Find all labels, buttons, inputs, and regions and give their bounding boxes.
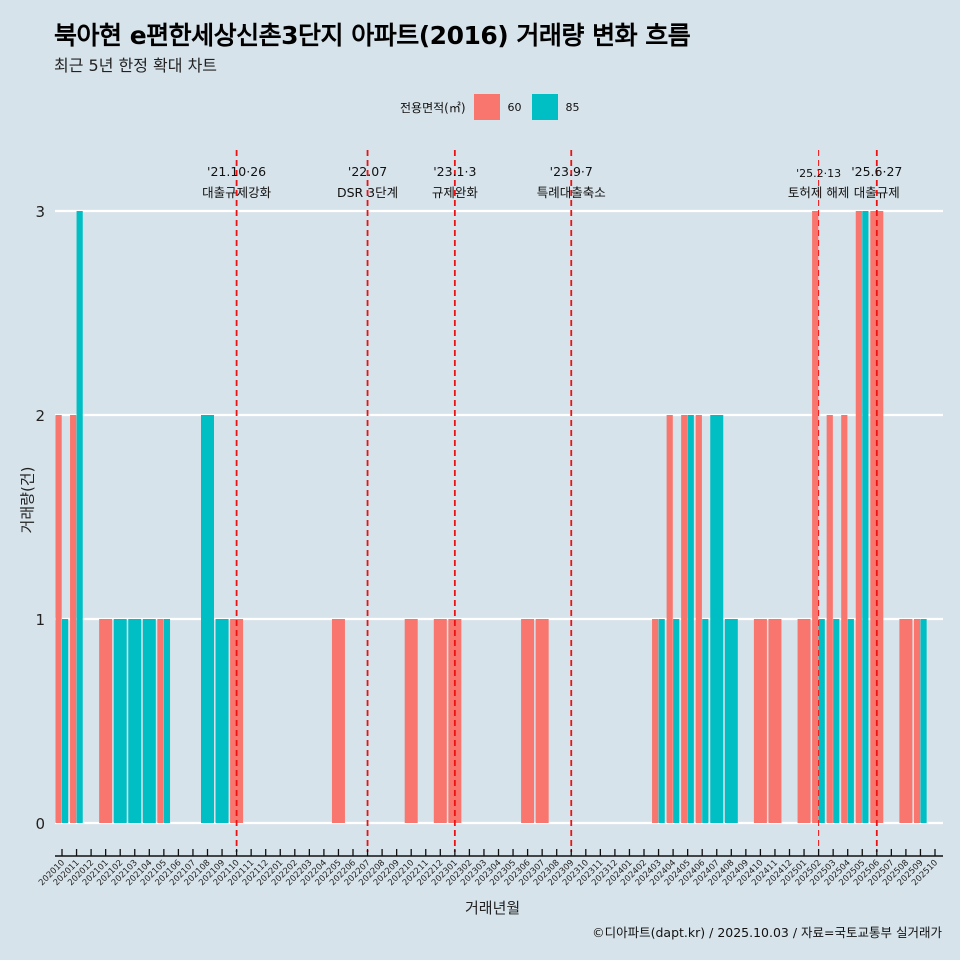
- bar-60-202411: [768, 619, 782, 823]
- bar-60-202509: [913, 619, 921, 823]
- event-date: '23.1·3: [433, 164, 476, 179]
- legend-label-85: 85: [565, 100, 580, 114]
- bar-85-202406: [702, 619, 709, 823]
- event-label: 규제완화: [432, 185, 479, 200]
- legend: 전용면적(㎡) 60 85: [400, 94, 590, 120]
- legend-title: 전용면적(㎡): [400, 100, 466, 115]
- event-label: 대출규제: [854, 185, 900, 200]
- bar-85-202405: [687, 415, 694, 823]
- bar-85-202502: [818, 619, 825, 823]
- y-tick-label: 1: [35, 611, 45, 629]
- bar-60-202501: [797, 619, 811, 823]
- y-tick-label: 0: [35, 815, 45, 833]
- bar-85-202105: [163, 619, 171, 823]
- event-date: '22.07: [348, 164, 387, 179]
- bar-60-202502: [812, 211, 819, 823]
- bar-60-202205: [331, 619, 345, 823]
- bar-85-202509: [920, 619, 927, 823]
- x-axis-label: 거래년월: [465, 899, 521, 917]
- bar-60-202403: [652, 619, 659, 823]
- event-date: '25.6·27: [851, 164, 902, 179]
- bar-85-202108: [201, 415, 214, 823]
- legend-label-60: 60: [507, 100, 522, 114]
- bar-60-202101: [99, 619, 113, 823]
- event-date: '21.10·26: [207, 164, 266, 179]
- y-tick-label: 3: [35, 203, 45, 221]
- bar-60-202212: [433, 619, 447, 823]
- bar-60-202503: [826, 415, 833, 823]
- bar-85-202503: [833, 619, 840, 823]
- bar-60-202506: [870, 211, 884, 823]
- bar-60-202410: [753, 619, 767, 823]
- bar-60-202405: [681, 415, 688, 823]
- bar-85-202403: [658, 619, 665, 823]
- event-label: 토허제 해제: [788, 185, 849, 200]
- bar-60-202504: [841, 415, 848, 823]
- bar-60-202404: [666, 415, 673, 823]
- legend-swatch-85: [531, 94, 558, 120]
- bar-85-202109: [215, 619, 229, 823]
- bar-60-202105: [157, 619, 164, 823]
- bar-60-202306: [521, 619, 535, 823]
- bar-85-202102: [113, 619, 127, 823]
- chart-subtitle: 최근 5년 한정 확대 차트: [54, 56, 218, 75]
- bar-85-202010: [62, 619, 69, 823]
- event-date: '23.9·7: [550, 164, 593, 179]
- bar-85-202407: [710, 415, 724, 823]
- footer-credit: ©디아파트(dapt.kr) / 2025.10.03 / 자료=국토교통부 실…: [592, 925, 942, 940]
- event-date: '25.2·13: [796, 167, 841, 180]
- bar-60-202508: [899, 619, 913, 823]
- bar-85-202505: [862, 211, 869, 823]
- legend-swatch-60: [473, 94, 500, 120]
- bar-85-202504: [847, 619, 854, 823]
- event-label: 대출규제강화: [202, 185, 272, 200]
- bar-60-202307: [535, 619, 549, 823]
- chart-title: 북아현 e편한세상신촌3단지 아파트(2016) 거래량 변화 흐름: [54, 21, 691, 50]
- event-label: DSR 3단계: [337, 185, 398, 200]
- bar-85-202408: [724, 619, 738, 823]
- bar-85-202404: [673, 619, 680, 823]
- y-tick-label: 2: [35, 407, 45, 425]
- bar-60-202010: [55, 415, 62, 823]
- bar-85-202011: [76, 211, 83, 823]
- bar-60-202011: [70, 415, 77, 823]
- event-label: 특례대출축소: [537, 185, 606, 200]
- bar-60-202406: [695, 415, 702, 823]
- bar-85-202103: [128, 619, 142, 823]
- bar-60-202505: [855, 211, 862, 823]
- y-axis-label: 거래량(건): [18, 466, 37, 534]
- bar-60-202210: [404, 619, 418, 823]
- bar-85-202104: [142, 619, 156, 823]
